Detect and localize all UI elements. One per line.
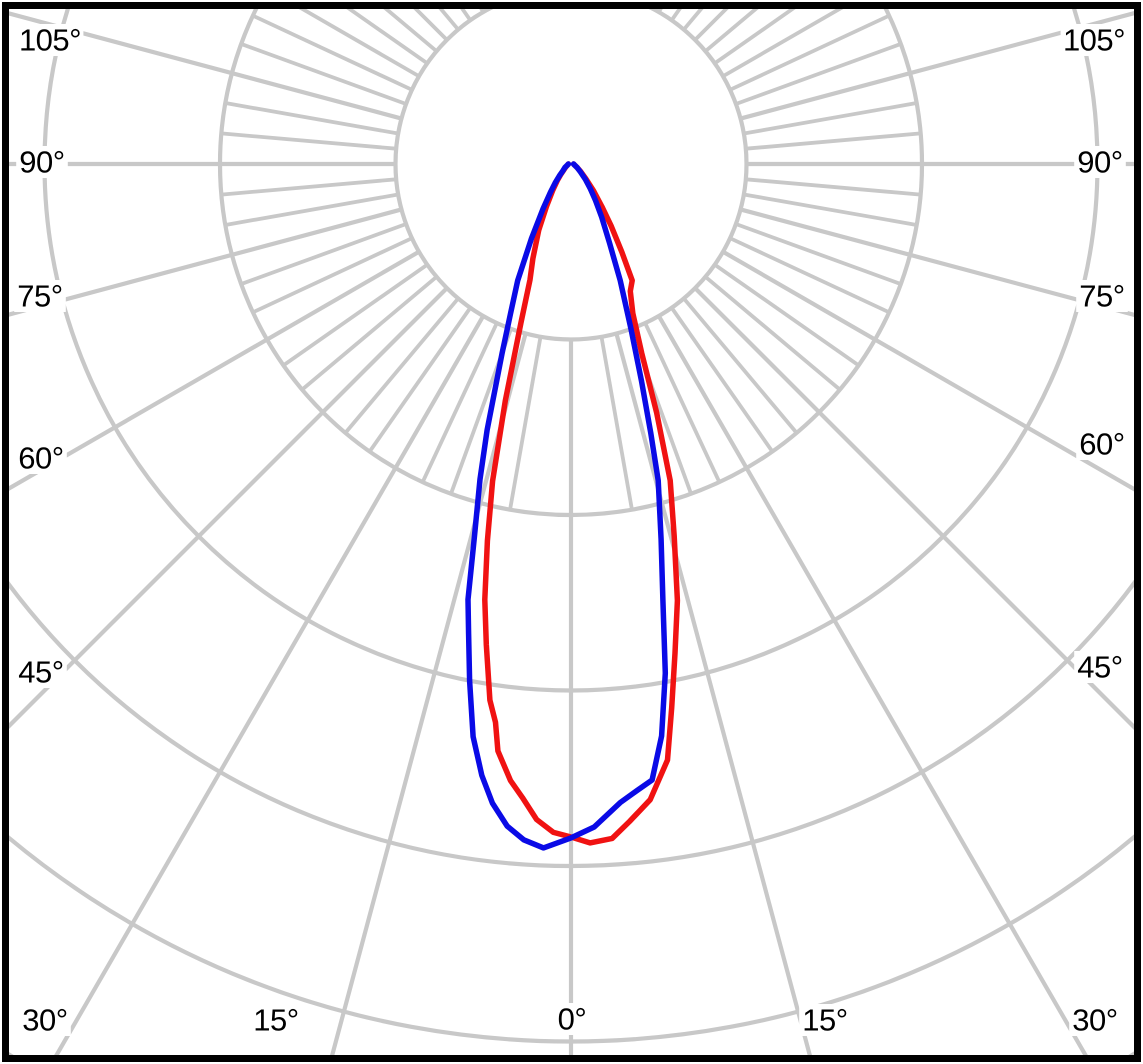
angle-label-backing bbox=[16, 146, 68, 178]
grid-minor-radial bbox=[368, 306, 472, 453]
angle-label-backing bbox=[15, 442, 67, 474]
grid-minor-radial bbox=[729, 13, 890, 92]
curve-layer bbox=[465, 161, 681, 851]
angle-label: 45° bbox=[1077, 650, 1122, 685]
angle-label-backing bbox=[1060, 24, 1128, 56]
grid-minor-radial bbox=[743, 101, 917, 136]
grid-minor-radial bbox=[670, 306, 774, 453]
angle-label: 15° bbox=[802, 1003, 847, 1038]
angle-label-backing bbox=[15, 656, 67, 688]
grid-major-radial bbox=[614, 332, 812, 1055]
angle-label: 0° bbox=[558, 1002, 587, 1037]
angle-label: 90° bbox=[19, 145, 64, 180]
grid-major-radial bbox=[9, 249, 421, 491]
grid-minor-radial bbox=[599, 336, 634, 510]
grid-minor-radial bbox=[704, 9, 759, 53]
angle-label-backing bbox=[1076, 428, 1128, 460]
grid-minor-radial bbox=[221, 177, 397, 197]
angle-label: 15° bbox=[253, 1003, 298, 1038]
grid-minor-radial bbox=[240, 42, 407, 106]
grid-minor-radial bbox=[346, 9, 429, 65]
grid-major-radial bbox=[330, 332, 528, 1055]
grid-minor-radial bbox=[693, 9, 729, 42]
grid-major-radial bbox=[9, 207, 403, 317]
grid-minor-radial bbox=[225, 192, 399, 227]
grid-minor-radial bbox=[508, 336, 543, 510]
grid-minor-radial bbox=[413, 9, 449, 42]
angle-label: 105° bbox=[19, 23, 81, 58]
angle-label: 60° bbox=[18, 441, 63, 476]
angle-label-backing bbox=[250, 1004, 302, 1036]
grid-minor-radial bbox=[745, 177, 921, 197]
angle-label: 60° bbox=[1079, 427, 1124, 462]
grid-minor-radial bbox=[722, 9, 844, 78]
angle-label-backing bbox=[16, 24, 84, 56]
angle-label: 75° bbox=[1079, 279, 1124, 314]
grid-major-radial bbox=[9, 11, 403, 121]
grid-major-radial bbox=[721, 249, 1134, 492]
angle-label: 45° bbox=[18, 655, 63, 690]
grid-minor-radial bbox=[343, 297, 460, 435]
grid-minor-radial bbox=[735, 42, 902, 106]
grid-minor-radial bbox=[713, 9, 796, 65]
angle-label-backing bbox=[1076, 280, 1128, 312]
grid-minor-radial bbox=[282, 263, 429, 367]
grid-minor-radial bbox=[643, 322, 722, 483]
grid-minor-radial bbox=[743, 192, 917, 227]
grid-major-radial bbox=[9, 286, 449, 729]
grid-minor-radial bbox=[252, 13, 413, 92]
angle-label: 30° bbox=[22, 1003, 67, 1038]
angle-label-layer: 105° 90° 75° 60° 45° 30° 15° 0° 15° 30° 105° 90° 75°… bbox=[14, 23, 1128, 1038]
angle-label-backing bbox=[553, 1003, 591, 1035]
blue-curve bbox=[465, 161, 669, 851]
grid-major-radial bbox=[54, 314, 486, 1055]
grid-minor-radial bbox=[383, 9, 438, 53]
grid-minor-radial bbox=[420, 322, 499, 483]
angle-label: 90° bbox=[1077, 145, 1122, 180]
angle-label-backing bbox=[19, 1004, 71, 1036]
angle-label: 105° bbox=[1063, 23, 1125, 58]
angle-label-backing bbox=[1074, 146, 1126, 178]
grid-minor-radial bbox=[713, 263, 860, 367]
grid-minor-radial bbox=[735, 222, 902, 286]
grid-minor-radial bbox=[704, 275, 842, 392]
grid-minor-radial bbox=[300, 275, 438, 392]
grid-minor-radial bbox=[745, 131, 921, 151]
angle-label-backing bbox=[1069, 1004, 1121, 1036]
angle-label-backing bbox=[14, 280, 66, 312]
grid-minor-radial bbox=[682, 297, 799, 435]
grid-major-radial bbox=[739, 10, 1134, 121]
angle-label: 75° bbox=[17, 279, 62, 314]
grid-minor-radial bbox=[225, 101, 399, 136]
angle-label: 30° bbox=[1072, 1003, 1117, 1038]
grid-major-radial bbox=[693, 286, 1134, 730]
grid-minor-radial bbox=[298, 9, 420, 78]
angle-label-backing bbox=[799, 1004, 851, 1036]
grid-minor-radial bbox=[252, 236, 413, 315]
grid-major-radial bbox=[656, 314, 1088, 1055]
angle-label-backing bbox=[1074, 651, 1126, 683]
grid-major-radial bbox=[739, 207, 1134, 318]
grid-minor-radial bbox=[240, 222, 407, 286]
grid-minor-radial bbox=[729, 236, 890, 315]
grid-minor-radial bbox=[221, 131, 397, 151]
